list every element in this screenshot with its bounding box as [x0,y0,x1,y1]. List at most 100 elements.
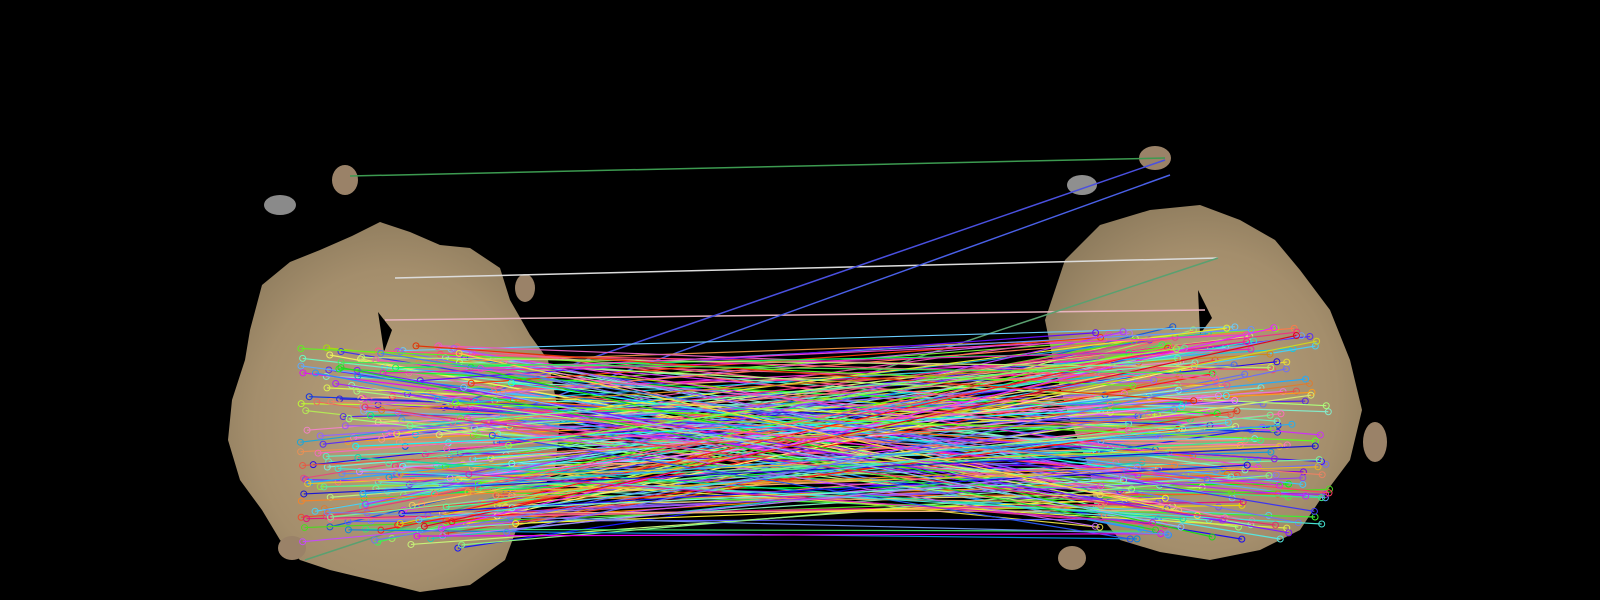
keypoint [1233,407,1241,415]
keypoint [420,522,428,530]
keypoint [1270,455,1278,463]
match-line [478,439,1261,490]
keypoint [337,364,345,372]
keypoint [1265,472,1273,480]
keypoint [1096,523,1104,531]
match-line [506,368,1287,533]
keypoint [335,365,343,373]
keypoint [1247,325,1255,333]
keypoint [1171,462,1179,470]
keypoint [438,509,446,517]
match-line [480,334,1247,370]
keypoint [1247,345,1255,353]
keypoint [1317,494,1325,502]
left-crack [378,312,392,352]
keypoint [1314,463,1322,471]
keypoint [1177,523,1185,531]
keypoint [337,348,345,356]
match-line [326,365,1110,517]
keypoint [339,413,347,421]
match-line [384,366,1179,427]
keypoint [1164,531,1172,539]
match-line [508,348,1177,446]
keypoint [326,351,334,359]
match-line [442,466,1138,537]
keypoint [1311,342,1319,350]
keypoint [1239,498,1247,506]
match-line [453,347,1123,476]
left-fragment [332,165,358,195]
right-crack [1198,290,1212,334]
keypoint [1119,328,1127,336]
keypoint [438,524,446,532]
keypoint [1128,485,1136,493]
keypoint [1222,392,1230,400]
match-line [436,464,1322,499]
match-line [468,466,1319,493]
keypoint [357,395,365,403]
match-line [458,352,1198,517]
keypoint [323,384,331,392]
match-line [383,348,1251,374]
match-line [503,360,1226,519]
keypoint [469,431,477,439]
keypoint [359,490,367,498]
match-line [359,395,1219,473]
keypoint [311,507,319,515]
match-line [437,346,1149,415]
keypoint [1277,410,1285,418]
right-fragment [1067,175,1097,195]
keypoint [1227,411,1235,419]
match-line [495,494,1105,503]
keypoint [1223,324,1231,332]
keypoint [398,509,406,517]
keypoint [1302,375,1310,383]
keypoint [1324,408,1332,416]
keypoint [406,422,414,430]
match-line [398,411,1096,527]
keypoint [458,541,466,549]
keypoint [1311,442,1319,450]
keypoint [1161,494,1169,502]
keypoint [305,393,313,401]
keypoint [496,493,504,501]
keypoint [1302,492,1310,500]
keypoint [1209,369,1217,377]
keypoint [1190,397,1198,405]
keypoint [1223,381,1231,389]
keypoint [303,426,311,434]
match-line [340,366,1156,531]
keypoint [355,468,363,476]
match-line [348,529,1138,540]
keypoint [371,536,379,544]
keypoint [362,500,370,508]
match-line [418,421,1229,521]
keypoint [1307,391,1315,399]
keypoint [1097,482,1105,490]
keypoint [1322,402,1330,410]
keypoint [430,490,438,498]
match-line [503,416,1141,529]
keypoint [316,432,324,440]
keypoint [1196,395,1204,403]
keypoint [1203,475,1211,483]
keypoint [353,387,361,395]
keypoint [1168,344,1176,352]
keypoint [338,470,346,478]
keypoint [297,497,305,505]
keypoint [1266,411,1274,419]
keypoint [488,431,496,439]
keypoint [1246,374,1254,382]
keypoint [302,515,310,523]
left-fragment [515,274,535,302]
match-line [460,417,1273,430]
keypoint [440,403,448,411]
keypoint [354,454,362,462]
keypoint [490,388,498,396]
keypoint [460,383,468,391]
keypoint [1292,387,1300,395]
keypoint [396,520,404,528]
keypoint [320,483,328,491]
keypoint [1318,471,1326,479]
match-line [512,479,1124,509]
